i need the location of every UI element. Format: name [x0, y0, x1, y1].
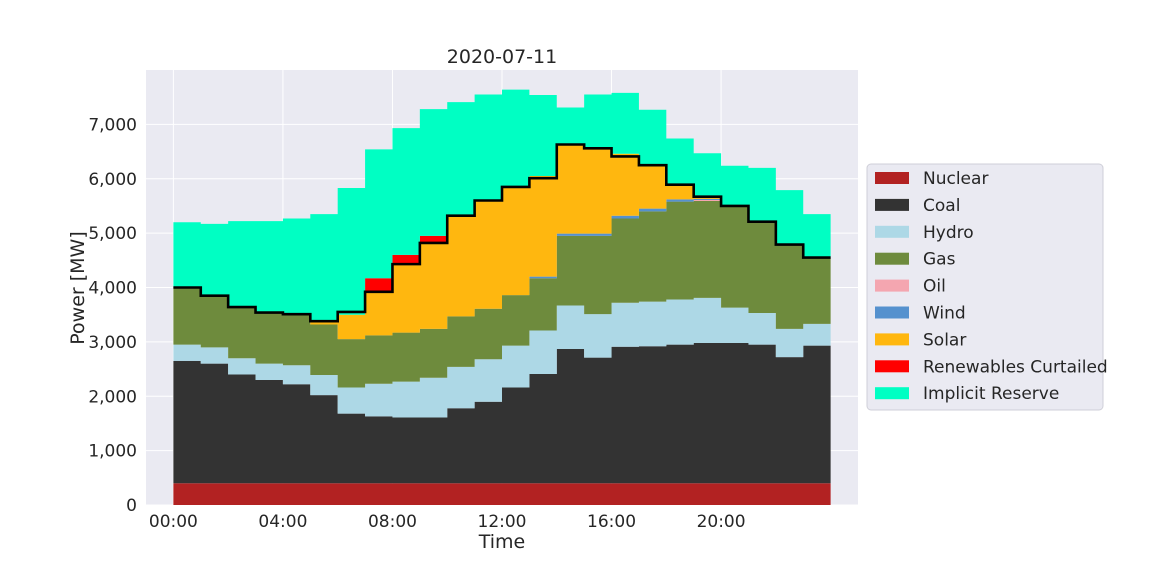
y-tick-label: 6,000 [88, 170, 137, 190]
legend-frame [866, 163, 1104, 411]
legend-label-wind: Wind [923, 304, 966, 324]
legend-label-oil: Oil [923, 277, 946, 297]
x-tick-label: 04:00 [258, 512, 307, 532]
legend-swatch-oil [875, 279, 909, 292]
y-tick-label: 1,000 [88, 442, 137, 462]
area-gas [173, 201, 831, 388]
y-axis-label: Power [MW] [67, 231, 89, 345]
x-tick-label: 12:00 [478, 512, 527, 532]
legend-label-implicit-reserve: Implicit Reserve [923, 384, 1059, 404]
x-tick-label: 00:00 [149, 512, 198, 532]
area-coal [173, 342, 831, 484]
legend-label-renewables-curtailed: Renewables Curtailed [923, 357, 1108, 377]
legend-swatch-coal [875, 198, 909, 211]
x-tick-label: 20:00 [697, 512, 746, 532]
legend-label-gas: Gas [923, 250, 956, 270]
y-tick-label: 4,000 [88, 279, 137, 299]
x-tick-label: 16:00 [587, 512, 636, 532]
stacked-areas [173, 89, 831, 505]
legend: Nuclear Coal Hydro Gas Oil Wind Solar Renewable… [866, 163, 1108, 411]
legend-swatch-nuclear [875, 172, 909, 184]
x-tick-labels: 00:00 04:00 08:00 12:00 16:00 20:00 [149, 512, 746, 532]
y-tick-label: 0 [126, 496, 137, 516]
y-tick-label: 7,000 [88, 115, 137, 135]
legend-swatch-wind [875, 306, 909, 319]
legend-swatch-implicit-reserve [875, 387, 909, 400]
x-axis-label: Time [478, 531, 526, 553]
area-solar [173, 144, 831, 340]
chart-title: 2020-07-11 [447, 46, 557, 68]
x-tick-label: 08:00 [368, 512, 417, 532]
area-implicit-reserve [173, 89, 831, 322]
legend-label-solar: Solar [923, 330, 966, 350]
y-tick-label: 3,000 [88, 333, 137, 353]
legend-swatch-hydro [875, 225, 909, 238]
legend-label-hydro: Hydro [923, 223, 974, 243]
y-tick-labels: 0 1,000 2,000 3,000 4,000 5,000 6,000 7,000 [88, 115, 137, 516]
demand-line [173, 143, 831, 323]
legend-swatch-renewables-curtailed [875, 360, 909, 373]
legend-label-coal: Coal [923, 196, 960, 216]
area-hydro [173, 297, 831, 418]
area-nuclear [173, 483, 831, 505]
legend-label-nuclear: Nuclear [923, 169, 988, 189]
legend-swatch-solar [875, 333, 909, 346]
y-tick-label: 2,000 [88, 387, 137, 407]
legend-swatch-gas [875, 252, 909, 265]
y-tick-label: 5,000 [88, 224, 137, 244]
demand-line-layer [173, 143, 831, 323]
